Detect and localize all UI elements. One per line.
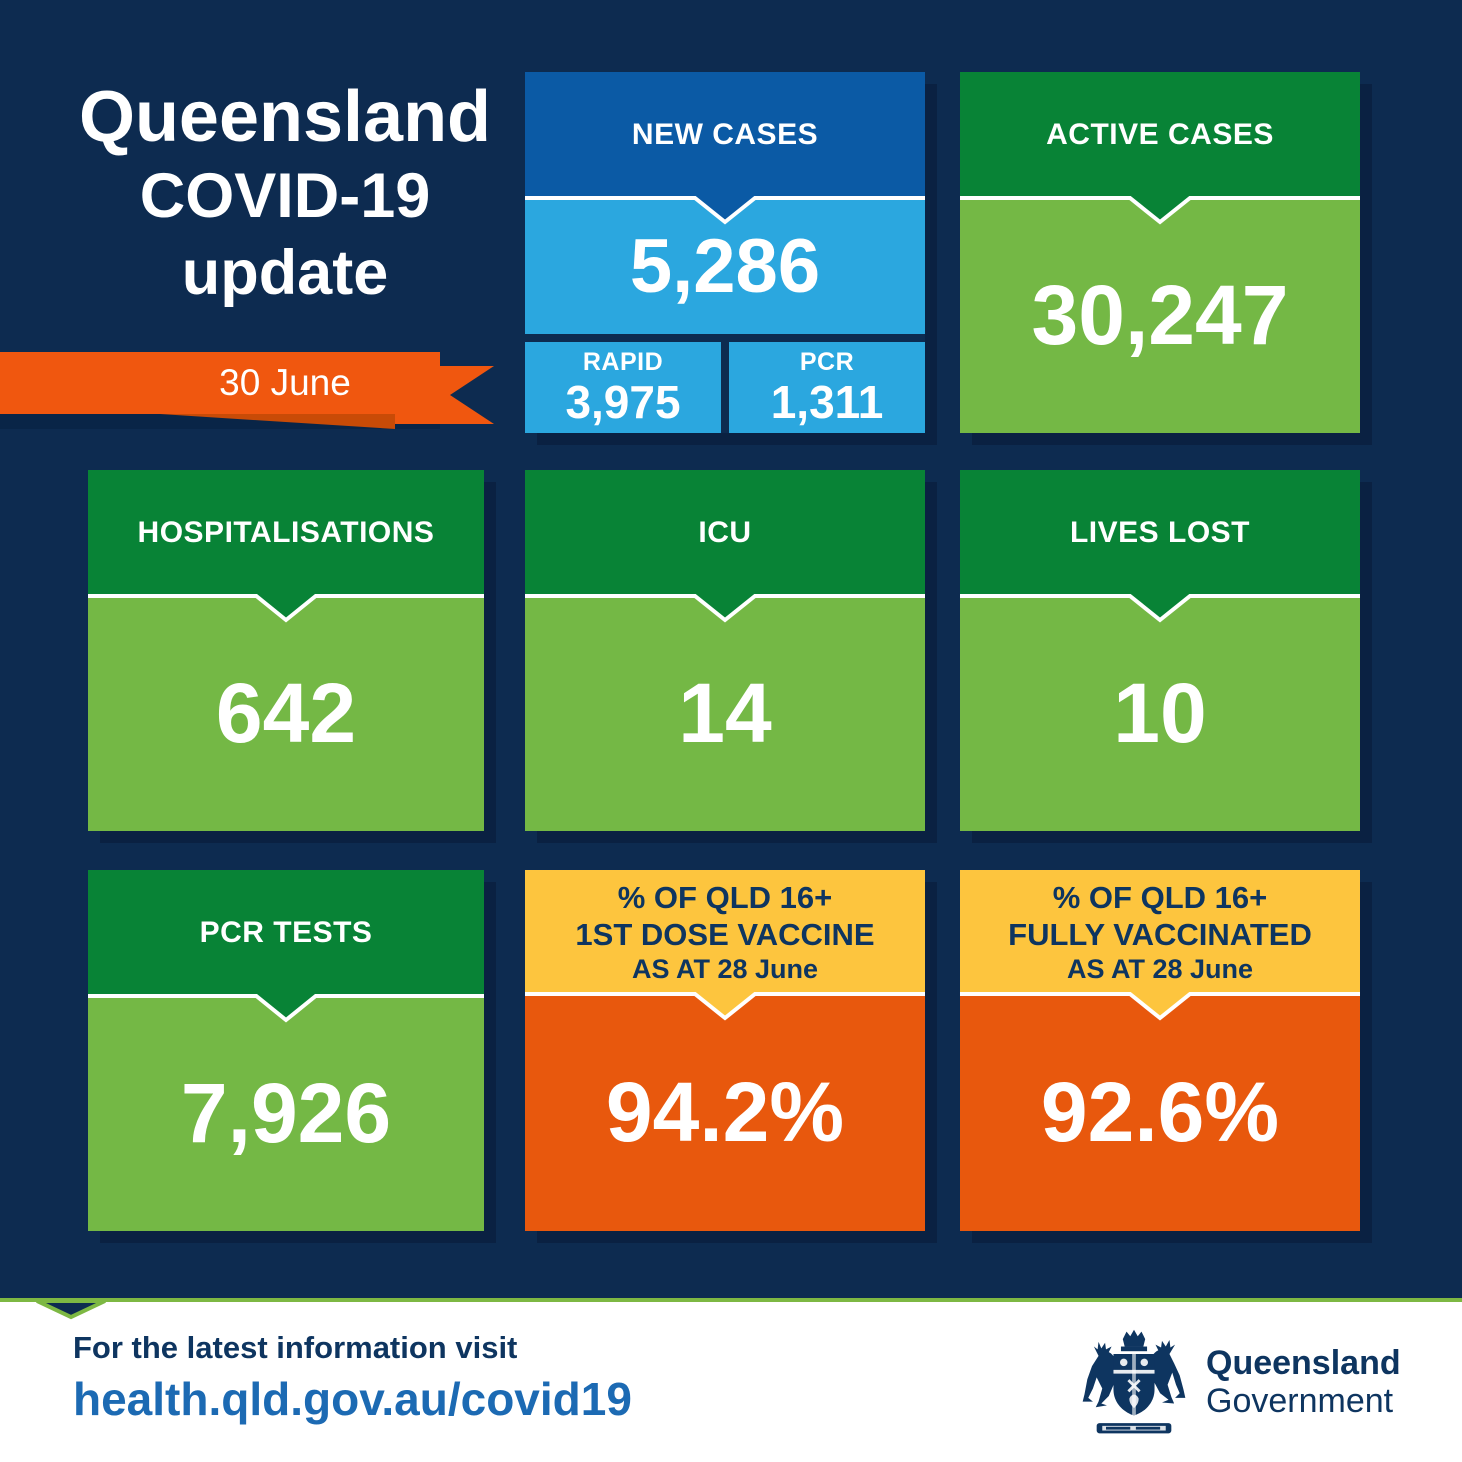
footer-info-text: For the latest information visit — [73, 1330, 518, 1365]
fully-vaccinated-value: 92.6% — [1040, 1065, 1280, 1159]
pcr-tests-value: 7,926 — [180, 1066, 392, 1160]
icu-card: ICU 14 — [525, 470, 925, 831]
pcr-label: PCR — [799, 348, 855, 376]
pcr-tests-title: PCR TESTS — [199, 916, 373, 949]
first-dose-value: 94.2% — [605, 1065, 845, 1159]
notch-divider — [88, 594, 484, 623]
logo-queensland: Queensland — [1206, 1344, 1401, 1382]
new-cases-breakdown: RAPID 3,975 PCR 1,311 — [525, 342, 925, 433]
hospitalisations-body: 642 — [88, 594, 484, 831]
pcr-tests-body: 7,926 — [88, 994, 484, 1231]
fully-vaccinated-card: % OF QLD 16+ FULLY VACCINATED AS AT 28 J… — [960, 870, 1360, 1231]
notch-divider — [525, 594, 925, 623]
logo-text: Queensland Government — [1206, 1344, 1401, 1420]
title-line-queensland: Queensland — [78, 77, 492, 157]
new-cases-header: NEW CASES — [525, 72, 925, 198]
icu-body: 14 — [525, 594, 925, 831]
active-cases-title: ACTIVE CASES — [1046, 118, 1274, 151]
icu-value: 14 — [678, 666, 772, 760]
fully-vaccinated-title-line3: AS AT 28 June — [1066, 953, 1254, 984]
pcr-value: 1,311 — [770, 376, 884, 428]
first-dose-header: % OF QLD 16+ 1ST DOSE VACCINE AS AT 28 J… — [525, 870, 925, 994]
first-dose-card: % OF QLD 16+ 1ST DOSE VACCINE AS AT 28 J… — [525, 870, 925, 1231]
queensland-government-logo: Queensland Government — [1078, 1326, 1401, 1438]
first-dose-title-line1: % OF QLD 16+ — [617, 879, 833, 915]
icu-header: ICU — [525, 470, 925, 596]
fully-vaccinated-title-line2: FULLY VACCINATED — [1008, 916, 1312, 952]
title-line-update: update — [181, 238, 389, 308]
notch-divider — [960, 992, 1360, 1021]
lives-lost-card: LIVES LOST 10 — [960, 470, 1360, 831]
footer-divider-line — [0, 1298, 1462, 1302]
report-date: 30 June — [219, 362, 351, 403]
new-cases-title: NEW CASES — [631, 118, 819, 151]
new-cases-card: NEW CASES 5,286 RAPID 3,975 PCR 1,311 — [525, 72, 925, 433]
active-cases-header: ACTIVE CASES — [960, 72, 1360, 198]
hospitalisations-title: HOSPITALISATIONS — [137, 516, 435, 549]
rapid-value: 3,975 — [565, 376, 681, 428]
footer-notch-icon — [36, 1301, 106, 1320]
footer — [0, 1302, 1462, 1462]
title-line-covid19: COVID-19 — [139, 161, 431, 231]
page-title: Queensland COVID-19 update — [40, 76, 530, 312]
icu-title: ICU — [698, 516, 752, 549]
pcr-tests-card: PCR TESTS 7,926 — [88, 870, 484, 1231]
new-cases-body: 5,286 RAPID 3,975 PCR 1,311 — [525, 196, 925, 433]
rapid-tests-box: RAPID 3,975 — [525, 342, 721, 433]
notch-divider — [88, 994, 484, 1023]
rapid-label: RAPID — [582, 348, 664, 376]
health-qld-link[interactable]: health.qld.gov.au/covid19 — [73, 1373, 632, 1425]
notch-divider — [525, 196, 925, 225]
active-cases-body: 30,247 — [960, 196, 1360, 433]
new-cases-value-panel: 5,286 — [525, 196, 925, 334]
coat-of-arms-icon — [1082, 1329, 1186, 1434]
pcr-tests-header: PCR TESTS — [88, 870, 484, 996]
hospitalisations-card: HOSPITALISATIONS 642 — [88, 470, 484, 831]
fully-vaccinated-body: 92.6% — [960, 992, 1360, 1231]
fully-vaccinated-title-line1: % OF QLD 16+ — [1052, 879, 1268, 915]
first-dose-title-line3: AS AT 28 June — [631, 953, 819, 984]
lives-lost-title: LIVES LOST — [1069, 516, 1251, 549]
notch-divider — [960, 594, 1360, 623]
lives-lost-header: LIVES LOST — [960, 470, 1360, 596]
active-cases-value: 30,247 — [1031, 268, 1289, 362]
hospitalisations-header: HOSPITALISATIONS — [88, 470, 484, 596]
hospitalisations-value: 642 — [215, 666, 357, 760]
new-cases-value: 5,286 — [629, 223, 821, 309]
date-ribbon-graphic — [0, 352, 494, 429]
first-dose-title-line2: 1ST DOSE VACCINE — [575, 916, 875, 952]
fully-vaccinated-header: % OF QLD 16+ FULLY VACCINATED AS AT 28 J… — [960, 870, 1360, 994]
lives-lost-value: 10 — [1113, 666, 1207, 760]
logo-government: Government — [1206, 1382, 1394, 1420]
notch-divider — [960, 196, 1360, 225]
active-cases-card: ACTIVE CASES 30,247 — [960, 72, 1360, 433]
lives-lost-body: 10 — [960, 594, 1360, 831]
first-dose-body: 94.2% — [525, 992, 925, 1231]
notch-divider — [525, 992, 925, 1021]
pcr-box: PCR 1,311 — [729, 342, 925, 433]
